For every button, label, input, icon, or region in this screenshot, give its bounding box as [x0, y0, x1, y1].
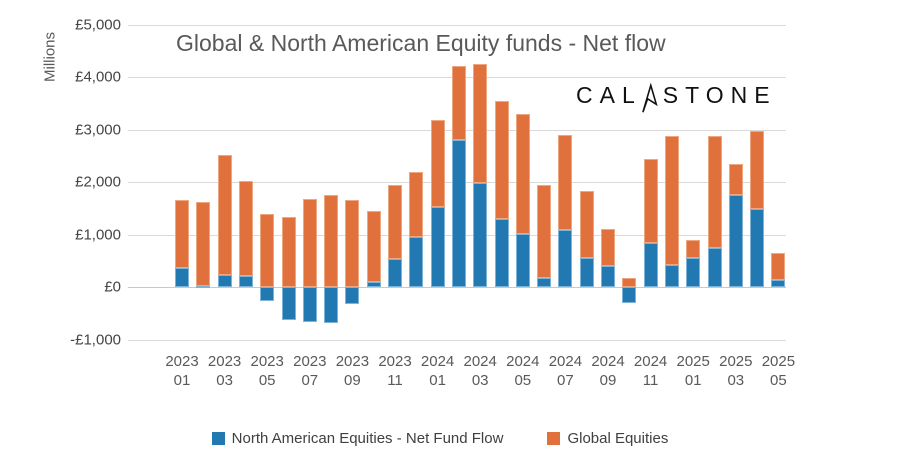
bar-segment-north-american — [601, 265, 615, 288]
bar-segment-global — [281, 217, 296, 288]
x-tick-label: 2024 07 — [548, 353, 583, 389]
legend-label: Global Equities — [567, 430, 669, 447]
bar-segment-global — [664, 136, 679, 265]
y-tick-label: £2,000 — [75, 173, 121, 191]
bar-segment-north-american — [409, 236, 424, 288]
bar-segment-global — [622, 278, 637, 288]
bar-segment-north-american — [451, 140, 466, 288]
bar-segment-north-american — [238, 276, 253, 288]
bar-segment-north-american — [324, 287, 339, 324]
bar-segment-global — [707, 136, 722, 248]
bar-segment-global — [430, 120, 445, 208]
y-tick-label: £1,000 — [75, 226, 121, 244]
bar-segment-global — [260, 214, 275, 288]
bar-segment-global — [175, 200, 189, 269]
bar-segment-north-american — [473, 182, 488, 288]
bar-segment-global — [601, 229, 615, 266]
bar-segment-global — [750, 131, 765, 209]
bar-segment-global — [388, 185, 402, 260]
bar-segment-global — [345, 200, 360, 288]
bar-segment-north-american — [494, 218, 509, 288]
bar-segment-global — [515, 114, 530, 235]
chart-title: Global & North American Equity funds - N… — [176, 30, 666, 56]
bar-segment-north-american — [728, 194, 743, 288]
gridline — [128, 339, 786, 341]
bar-segment-north-american — [366, 281, 381, 288]
x-tick-label: 2024 05 — [506, 353, 540, 389]
bar-segment-north-american — [622, 287, 637, 304]
y-tick-label: £0 — [104, 278, 121, 296]
bar-segment-global — [537, 184, 552, 279]
bar-segment-global — [324, 195, 339, 288]
bar-segment-global — [686, 240, 701, 258]
x-tick-label: 2023 11 — [378, 353, 412, 389]
bar-segment-global — [238, 181, 253, 276]
bar-segment-north-american — [515, 234, 530, 288]
bar-segment-north-american — [430, 207, 445, 288]
chart-legend: North American Equities - Net Fund Flow … — [0, 430, 880, 447]
logo-text-left: CAL — [576, 82, 642, 108]
calastone-a-icon — [639, 82, 661, 119]
bar-segment-north-american — [281, 287, 296, 320]
bar-segment-global — [302, 199, 317, 288]
calastone-logo: CAL STONE — [576, 82, 777, 118]
x-tick-label: 2025 03 — [719, 353, 753, 389]
bar-segment-north-american — [686, 257, 701, 288]
x-tick-label: 2023 07 — [293, 353, 327, 389]
bar-segment-global — [771, 253, 786, 281]
bar-segment-global — [366, 211, 381, 282]
bar-segment-north-american — [302, 287, 317, 322]
north-american-swatch-icon — [211, 432, 225, 445]
bar-segment-north-american — [558, 230, 573, 288]
x-tick-label: 2024 03 — [463, 353, 497, 389]
x-tick-label: 2024 01 — [420, 353, 455, 389]
bar-segment-global — [409, 171, 424, 237]
bar-segment-north-american — [579, 257, 594, 288]
x-tick-label: 2023 09 — [335, 353, 370, 389]
bar-segment-north-american — [388, 259, 402, 288]
y-tick-label: £5,000 — [75, 16, 121, 34]
bar-segment-north-american — [260, 287, 275, 301]
x-tick-label: 2025 01 — [676, 353, 710, 389]
bar-segment-north-american — [664, 264, 679, 288]
bar-segment-north-american — [196, 285, 211, 288]
bar-segment-global — [473, 63, 488, 183]
bar-segment-north-american — [643, 242, 658, 288]
bar-segment-global — [196, 202, 211, 286]
legend-item-global: Global Equities — [547, 430, 668, 447]
bar-segment-global — [558, 134, 573, 230]
bar-segment-north-american — [537, 278, 552, 288]
x-tick-label: 2024 11 — [633, 353, 668, 389]
logo-text-right: STONE — [662, 82, 777, 108]
bar-segment-north-american — [707, 247, 722, 288]
y-tick-label: £4,000 — [75, 68, 121, 86]
global-equities-swatch-icon — [547, 432, 561, 445]
bar-segment-north-american — [771, 280, 786, 288]
x-tick-label: 2024 09 — [591, 353, 625, 389]
y-tick-label: -£1,000 — [70, 331, 121, 349]
bar-segment-global — [217, 155, 232, 276]
bar-segment-north-american — [750, 209, 765, 288]
x-tick-label: 2023 05 — [250, 353, 284, 389]
x-tick-label: 2025 05 — [761, 353, 796, 389]
legend-label: North American Equities - Net Fund Flow — [231, 430, 504, 447]
bar-segment-north-american — [217, 275, 232, 288]
x-tick-label: 2023 03 — [207, 353, 242, 389]
bar-segment-north-american — [345, 287, 360, 304]
bar-segment-global — [451, 66, 466, 141]
legend-item-north-american: North American Equities - Net Fund Flow — [211, 430, 504, 447]
x-tick-label: 2023 01 — [165, 353, 199, 389]
bar-segment-global — [643, 159, 658, 243]
gridline — [128, 287, 786, 289]
bar-segment-north-american — [175, 268, 189, 288]
bar-segment-global — [494, 101, 509, 219]
gridline — [128, 24, 786, 26]
y-tick-label: £3,000 — [75, 121, 121, 139]
bar-segment-global — [728, 163, 743, 195]
bar-segment-global — [579, 190, 594, 258]
